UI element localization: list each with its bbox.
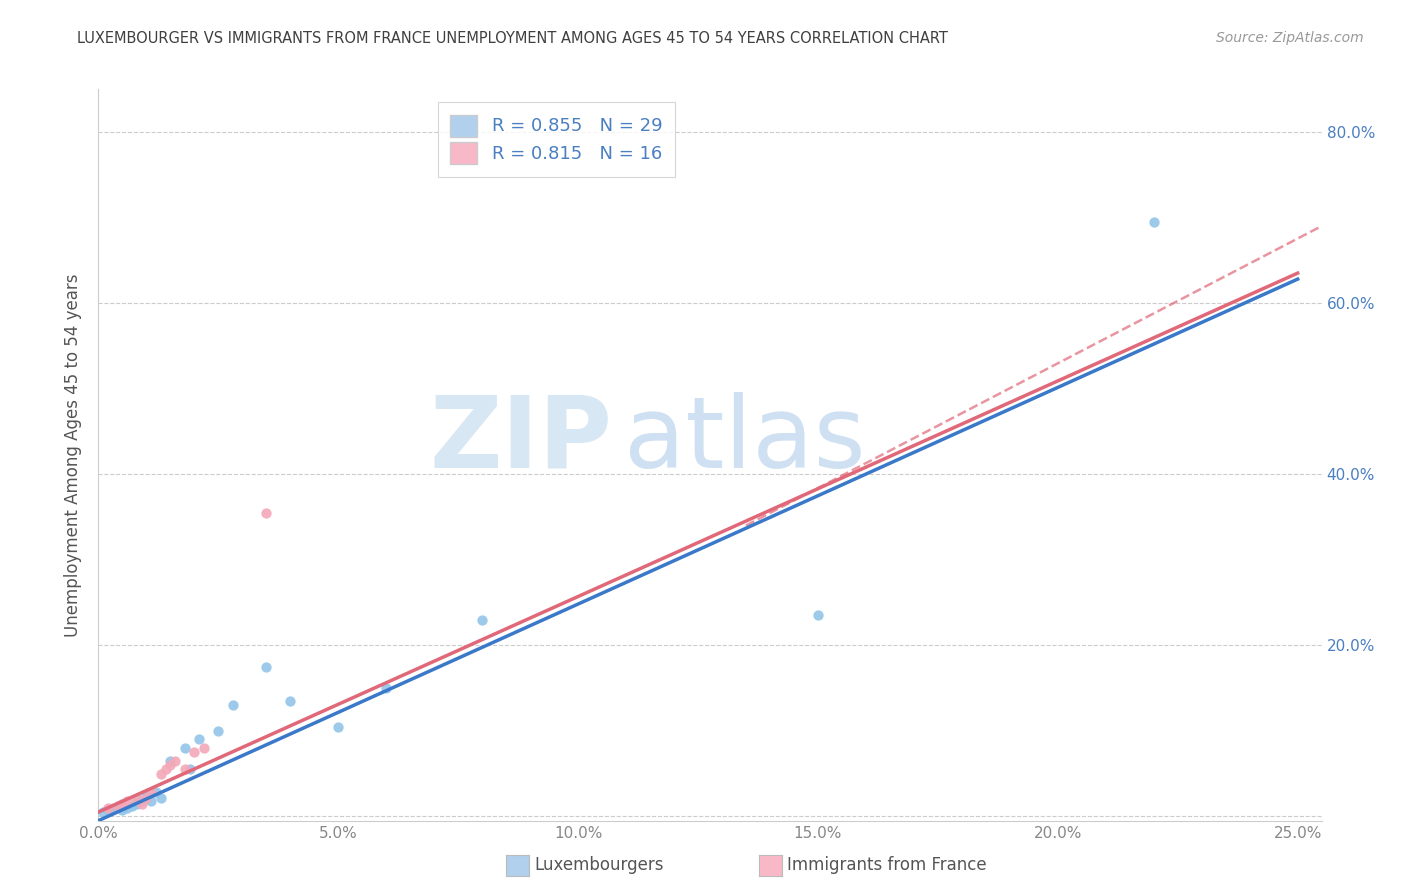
Point [121, 799, 143, 814]
Point [91, 805, 114, 819]
Point [328, 720, 350, 734]
Point [135, 790, 157, 805]
Point [254, 506, 277, 520]
Point [159, 754, 181, 768]
Point [149, 766, 172, 780]
Text: atlas: atlas [624, 392, 866, 489]
Point [173, 762, 195, 776]
Point [135, 790, 157, 805]
Point [173, 740, 195, 755]
Point [207, 723, 229, 738]
Point [149, 790, 172, 805]
Point [278, 694, 301, 708]
Point [97, 801, 120, 815]
Point [145, 785, 167, 799]
Point [135, 788, 157, 802]
Point [115, 794, 138, 808]
Point [111, 797, 134, 811]
Point [254, 659, 277, 673]
Point [101, 801, 124, 815]
Point [111, 803, 134, 817]
Point [141, 794, 163, 808]
Point [125, 792, 148, 806]
Point [375, 681, 398, 695]
Point [97, 803, 120, 817]
Point [1143, 215, 1166, 229]
Point [131, 794, 153, 808]
Point [107, 799, 129, 814]
Point [179, 762, 201, 776]
Point [222, 698, 245, 713]
Point [193, 740, 215, 755]
Point [107, 799, 129, 814]
Text: ZIP: ZIP [429, 392, 612, 489]
Legend: R = 0.855   N = 29, R = 0.815   N = 16: R = 0.855 N = 29, R = 0.815 N = 16 [437, 102, 675, 177]
Point [155, 762, 177, 776]
Point [111, 797, 134, 811]
Text: Luxembourgers: Luxembourgers [534, 856, 664, 874]
Point [141, 785, 163, 799]
Point [125, 792, 148, 806]
Point [131, 797, 153, 811]
Text: Source: ZipAtlas.com: Source: ZipAtlas.com [1216, 31, 1364, 45]
Point [807, 608, 830, 623]
Point [125, 797, 148, 811]
Point [471, 613, 494, 627]
Text: Immigrants from France: Immigrants from France [787, 856, 987, 874]
Point [188, 732, 211, 747]
Point [115, 801, 138, 815]
Point [165, 754, 187, 768]
Point [159, 758, 181, 772]
Y-axis label: Unemployment Among Ages 45 to 54 years: Unemployment Among Ages 45 to 54 years [65, 273, 83, 637]
Point [183, 745, 205, 759]
Text: LUXEMBOURGER VS IMMIGRANTS FROM FRANCE UNEMPLOYMENT AMONG AGES 45 TO 54 YEARS CO: LUXEMBOURGER VS IMMIGRANTS FROM FRANCE U… [77, 31, 948, 46]
